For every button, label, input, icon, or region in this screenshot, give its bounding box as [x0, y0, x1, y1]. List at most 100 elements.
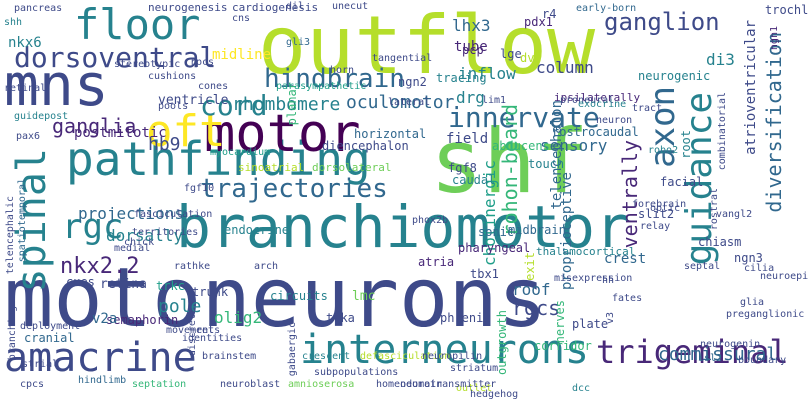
- word: thalamocortical: [536, 245, 636, 258]
- word: retinal: [4, 83, 47, 94]
- word: outflow: [258, 0, 596, 92]
- word: hindbrain: [264, 64, 405, 94]
- word: tracing: [436, 71, 487, 85]
- word: homeodomain: [376, 379, 443, 390]
- word: rohon-beard: [498, 104, 522, 237]
- word: phox2b: [412, 215, 449, 226]
- word: pharyngeal: [458, 241, 531, 255]
- word: rostrocaudal: [552, 125, 639, 139]
- word: septation: [132, 379, 187, 390]
- word: diencephalon: [322, 139, 409, 153]
- word: slit2: [638, 207, 675, 221]
- word: atrioventricular: [743, 20, 759, 155]
- word: neuropilin: [422, 351, 483, 362]
- word: motor: [204, 104, 361, 164]
- word: nkx6: [8, 35, 42, 51]
- word: hedgehog: [470, 389, 519, 400]
- word: roof: [512, 280, 551, 299]
- word: lim1: [482, 95, 507, 106]
- word: pathfinding: [66, 132, 371, 186]
- word: neurogenesis: [148, 1, 228, 14]
- word: gli3: [286, 37, 311, 48]
- word: trochlear: [765, 3, 808, 17]
- word: ngn3: [734, 251, 763, 265]
- word: cns: [232, 13, 251, 24]
- word: neuron: [596, 115, 633, 126]
- word: forebrain: [632, 199, 687, 210]
- word: ret: [196, 325, 215, 336]
- word: endocrine: [224, 223, 290, 237]
- word: combinatorial: [717, 92, 728, 171]
- word: neuroblast: [220, 379, 281, 390]
- word: cilia: [744, 263, 775, 274]
- word: abducens: [492, 139, 550, 153]
- word: fates: [612, 293, 643, 304]
- word: v2a: [92, 311, 118, 327]
- word: dil: [286, 1, 305, 12]
- word: corridor: [534, 339, 592, 353]
- word: exocrine: [578, 99, 627, 110]
- word: subpopulations: [314, 367, 399, 378]
- word: atria: [418, 255, 455, 269]
- word: rathke: [174, 261, 211, 272]
- word: motoneurons: [4, 251, 548, 346]
- word: olig2: [214, 308, 263, 327]
- word: floor: [74, 0, 201, 49]
- word: rhombomere: [232, 94, 341, 115]
- word: cranial: [24, 331, 75, 345]
- word: field: [446, 131, 489, 147]
- word: amacrine: [4, 335, 197, 381]
- word: crest: [604, 251, 647, 267]
- word: unecut: [332, 1, 369, 12]
- word: innervate: [448, 101, 600, 134]
- word: commissural: [658, 344, 778, 365]
- word: branching: [7, 306, 18, 361]
- word: hb9: [148, 134, 181, 155]
- word: lge: [500, 47, 522, 61]
- word: shf: [430, 110, 589, 213]
- word: strial: [22, 359, 59, 370]
- word: amnioserosa: [288, 379, 355, 390]
- word: gabaergic: [287, 322, 298, 377]
- word: glia: [740, 297, 765, 308]
- word: ngn1: [769, 26, 780, 51]
- word: dv: [520, 51, 535, 65]
- word: ventrally: [618, 140, 642, 249]
- word: sinoatrial: [238, 161, 305, 174]
- word: dorsoventral: [14, 41, 217, 74]
- word: trigeminal: [596, 333, 789, 371]
- word: pcp: [462, 43, 484, 57]
- word: lhx3: [452, 16, 491, 35]
- word: vangl2: [716, 209, 753, 220]
- word: pax6: [16, 131, 41, 142]
- word: telencephalon: [549, 100, 565, 210]
- word: projections: [78, 204, 184, 223]
- word: facial: [660, 175, 704, 189]
- word: neurogenin: [700, 339, 761, 350]
- word: fgf8: [448, 161, 477, 175]
- word: misexpression: [554, 273, 633, 284]
- word: nerves: [553, 300, 567, 344]
- word: neurotransmitter: [400, 379, 497, 390]
- word: tbx1: [470, 267, 499, 281]
- word: ventricle: [158, 93, 229, 108]
- word: relay: [640, 221, 671, 232]
- word: pdx1: [524, 15, 553, 29]
- word: pancreas: [14, 3, 63, 14]
- word: ngn2: [398, 75, 427, 89]
- word: semaphorin: [106, 313, 179, 327]
- word: tract: [632, 103, 663, 114]
- word: chiasm: [698, 235, 742, 249]
- word: v3: [605, 312, 616, 325]
- word: arch: [254, 261, 279, 272]
- word: medial: [114, 243, 151, 254]
- word: nkx2.2: [60, 254, 140, 279]
- word: touch: [528, 157, 565, 171]
- word: preganglionic: [726, 309, 805, 320]
- word: movements: [166, 325, 221, 336]
- word: cushions: [148, 71, 197, 82]
- word: inflow: [458, 64, 516, 83]
- word: myocardium: [210, 147, 271, 158]
- word: crescent: [302, 351, 351, 362]
- word: dorsally: [106, 226, 184, 245]
